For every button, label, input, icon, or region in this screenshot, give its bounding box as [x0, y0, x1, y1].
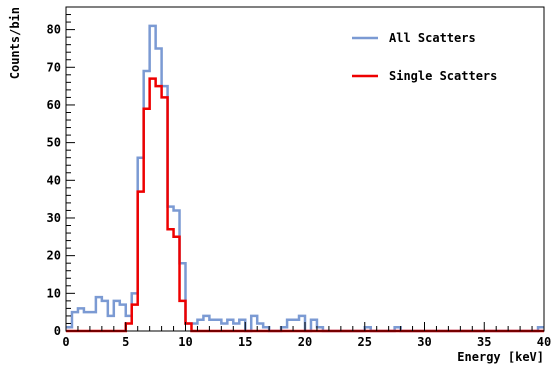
- x-tick-label: 15: [238, 335, 252, 349]
- x-tick-label: 30: [417, 335, 431, 349]
- legend-label-all-scatters: All Scatters: [389, 31, 476, 45]
- y-tick-label: 10: [47, 286, 61, 300]
- x-tick-label: 40: [537, 335, 551, 349]
- y-tick-label: 80: [47, 23, 61, 37]
- x-tick-label: 25: [358, 335, 372, 349]
- y-axis-label: Counts/bin: [8, 7, 22, 79]
- x-tick-label: 20: [298, 335, 312, 349]
- x-tick-label: 10: [178, 335, 192, 349]
- y-tick-label: 50: [47, 136, 61, 150]
- y-tick-label: 40: [47, 173, 61, 187]
- y-tick-label: 30: [47, 211, 61, 225]
- legend: All Scatters Single Scatters: [352, 31, 497, 83]
- legend-label-single-scatters: Single Scatters: [389, 69, 497, 83]
- x-tick-label: 35: [477, 335, 491, 349]
- y-tick-label: 60: [47, 98, 61, 112]
- plot-area: [66, 7, 544, 331]
- y-tick-label: 0: [54, 324, 61, 338]
- axes: 0 5 10 15 20 25 30 35 40 0 10 20 30 40 50 60 70 80 Energy …: [8, 6, 551, 364]
- y-tick-label: 20: [47, 249, 61, 263]
- x-tick-label: 5: [122, 335, 129, 349]
- y-tick-label: 70: [47, 60, 61, 74]
- x-axis-label: Energy [keV]: [457, 350, 544, 364]
- x-tick-label: 0: [62, 335, 69, 349]
